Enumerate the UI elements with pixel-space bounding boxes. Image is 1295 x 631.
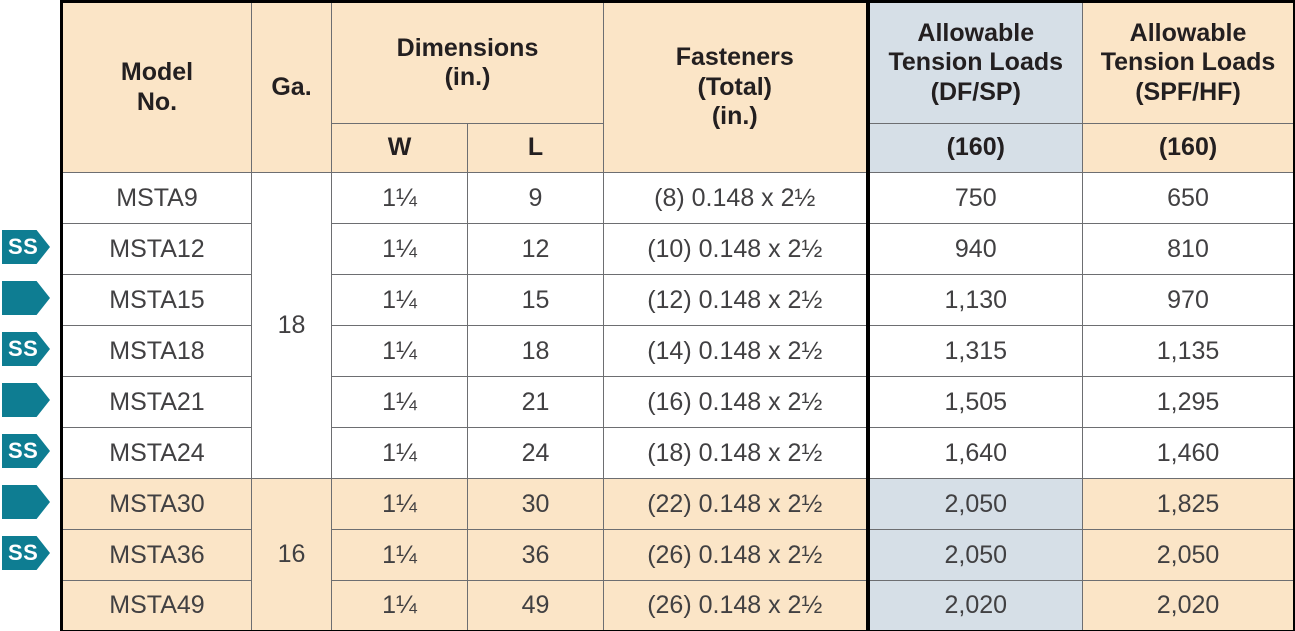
- cell-model: MSTA24: [61, 427, 252, 479]
- cell-load-spfhf: 1,460: [1082, 427, 1295, 479]
- cell-load-spfhf: 810: [1082, 223, 1295, 275]
- cell-l: 30: [466, 478, 605, 530]
- cell-ga-group: 16: [251, 478, 332, 631]
- cell-w: 1¼: [331, 478, 468, 530]
- cell-fasteners: (26) 0.148 x 2½: [603, 529, 869, 581]
- cell-load-dfsp: 1,315: [865, 325, 1084, 377]
- cell-fasteners: (18) 0.148 x 2½: [603, 427, 869, 479]
- ss-badge-label: SS: [8, 540, 39, 565]
- cell-load-spfhf: 2,050: [1082, 529, 1295, 581]
- cell-l: 36: [466, 529, 605, 581]
- cell-model: MSTA49: [61, 580, 252, 631]
- col-header-dimensions: Dimensions (in.): [330, 1, 605, 124]
- cell-fasteners: (12) 0.148 x 2½: [603, 274, 869, 326]
- arrow-badge: [2, 485, 50, 519]
- cell-load-dfsp: 1,640: [865, 427, 1084, 479]
- table-row: MSTA12 1¼ 12 (10) 0.148 x 2½ 940 810: [61, 223, 1295, 275]
- ss-badge-label: SS: [8, 438, 39, 463]
- cell-fasteners: (22) 0.148 x 2½: [603, 478, 869, 530]
- col-header-model: Model No.: [61, 1, 252, 173]
- cell-load-spfhf: 970: [1082, 274, 1295, 326]
- cell-load-spfhf: 650: [1082, 172, 1295, 224]
- cell-load-dfsp: 2,020: [865, 580, 1084, 631]
- load-table: Model No. Ga. Dimensions (in.) Fasteners…: [60, 0, 1295, 631]
- cell-load-dfsp: 1,130: [865, 274, 1084, 326]
- ss-badge-label: SS: [8, 336, 39, 361]
- col-header-l: L: [466, 123, 605, 173]
- cell-l: 21: [466, 376, 605, 428]
- cell-l: 9: [466, 172, 605, 224]
- cell-model: MSTA9: [61, 172, 252, 224]
- arrow-badge: [2, 281, 50, 315]
- cell-w: 1¼: [331, 376, 468, 428]
- cell-ga-group: 18: [251, 172, 332, 479]
- ss-badge: SS: [2, 332, 50, 366]
- cell-l: 15: [466, 274, 605, 326]
- ss-badge: SS: [2, 434, 50, 468]
- cell-w: 1¼: [331, 529, 468, 581]
- cell-fasteners: (14) 0.148 x 2½: [603, 325, 869, 377]
- cell-w: 1¼: [331, 223, 468, 275]
- cell-load-spfhf: 1,135: [1082, 325, 1295, 377]
- table-row: MSTA24 1¼ 24 (18) 0.148 x 2½ 1,640 1,460: [61, 427, 1295, 479]
- cell-model: MSTA12: [61, 223, 252, 275]
- col-header-dfsp-160: (160): [865, 123, 1084, 173]
- col-header-tension-dfsp: Allowable Tension Loads (DF/SP): [865, 1, 1084, 124]
- col-header-ga: Ga.: [251, 1, 332, 173]
- cell-fasteners: (8) 0.148 x 2½: [603, 172, 869, 224]
- col-header-spfhf-160: (160): [1082, 123, 1295, 173]
- table-row: MSTA15 1¼ 15 (12) 0.148 x 2½ 1,130 970: [61, 274, 1295, 326]
- cell-fasteners: (26) 0.148 x 2½: [603, 580, 869, 631]
- cell-load-dfsp: 1,505: [865, 376, 1084, 428]
- col-header-tension-spfhf: Allowable Tension Loads (SPF/HF): [1082, 1, 1295, 124]
- cell-load-dfsp: 750: [865, 172, 1084, 224]
- table-row: MSTA49 1¼ 49 (26) 0.148 x 2½ 2,020 2,020: [61, 580, 1295, 631]
- table-row: MSTA18 1¼ 18 (14) 0.148 x 2½ 1,315 1,135: [61, 325, 1295, 377]
- cell-model: MSTA36: [61, 529, 252, 581]
- cell-fasteners: (16) 0.148 x 2½: [603, 376, 869, 428]
- cell-load-spfhf: 1,295: [1082, 376, 1295, 428]
- cell-load-dfsp: 2,050: [865, 529, 1084, 581]
- col-header-fasteners: Fasteners (Total) (in.): [603, 1, 869, 173]
- cell-w: 1¼: [331, 172, 468, 224]
- cell-model: MSTA30: [61, 478, 252, 530]
- arrow-badge: [2, 383, 50, 417]
- cell-load-dfsp: 940: [865, 223, 1084, 275]
- cell-load-spfhf: 2,020: [1082, 580, 1295, 631]
- cell-w: 1¼: [331, 580, 468, 631]
- col-header-w: W: [331, 123, 468, 173]
- cell-w: 1¼: [331, 274, 468, 326]
- cell-l: 24: [466, 427, 605, 479]
- cell-model: MSTA21: [61, 376, 252, 428]
- cell-model: MSTA18: [61, 325, 252, 377]
- ss-badge: SS: [2, 536, 50, 570]
- cell-l: 18: [466, 325, 605, 377]
- cell-l: 49: [466, 580, 605, 631]
- table-row: MSTA30 16 1¼ 30 (22) 0.148 x 2½ 2,050 1,…: [61, 478, 1295, 631]
- cell-fasteners: (10) 0.148 x 2½: [603, 223, 869, 275]
- cell-w: 1¼: [331, 427, 468, 479]
- cell-l: 12: [466, 223, 605, 275]
- ss-badge-label: SS: [8, 234, 39, 259]
- cell-load-dfsp: 2,050: [865, 478, 1084, 530]
- table-row: MSTA36 1¼ 36 (26) 0.148 x 2½ 2,050 2,050: [61, 529, 1295, 581]
- table-row: MSTA9 18 1¼ 9 (8) 0.148 x 2½ 750 650: [61, 172, 1295, 479]
- cell-model: MSTA15: [61, 274, 252, 326]
- table-row: MSTA21 1¼ 21 (16) 0.148 x 2½ 1,505 1,295: [61, 376, 1295, 428]
- cell-w: 1¼: [331, 325, 468, 377]
- cell-load-spfhf: 1,825: [1082, 478, 1295, 530]
- ss-badge: SS: [2, 230, 50, 264]
